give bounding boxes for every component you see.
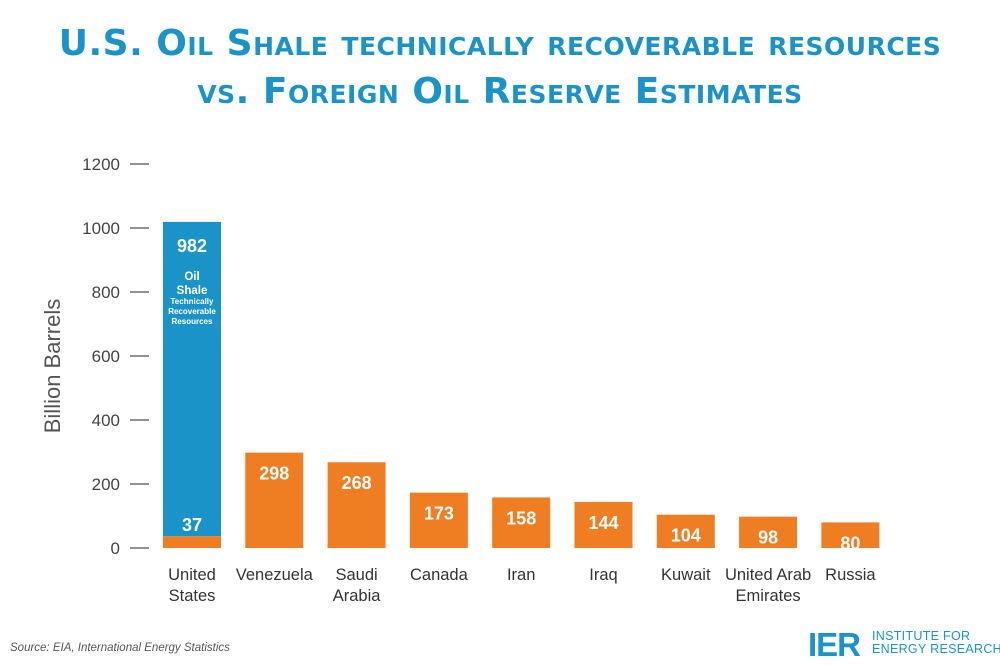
y-axis-label: Billion Barrels [40, 299, 65, 434]
data-label: 37 [182, 515, 202, 535]
x-tick-label: Iran [507, 566, 535, 584]
bar-reserves [492, 497, 551, 548]
data-label: 298 [259, 464, 289, 484]
source-note: Source: EIA, International Energy Statis… [10, 642, 230, 654]
x-tick-label: Saudi [335, 566, 377, 584]
y-tick-label: 600 [92, 347, 120, 366]
bar-annotation-sub: Technically [171, 297, 215, 306]
data-label: 144 [588, 513, 618, 533]
y-tick-label: 1000 [82, 219, 120, 238]
x-tick-label: Venezuela [236, 566, 314, 584]
x-tick-label: Emirates [736, 587, 801, 605]
bar-reserves [327, 462, 386, 548]
ier-logo: IER INSTITUTE FOR ENERGY RESEARCH [808, 626, 1000, 663]
y-tick-label: 400 [92, 411, 120, 430]
bar-reserves [739, 516, 798, 548]
bar-reserves [245, 452, 304, 548]
ier-logo-line-1: INSTITUTE FOR [872, 629, 971, 643]
chart-title-line-1: U.S. Oil Shale technically recoverable r… [58, 23, 942, 64]
ier-logo-text: INSTITUTE FOR ENERGY RESEARCH [872, 630, 1000, 656]
y-tick-label: 200 [92, 475, 120, 494]
data-label: 104 [671, 526, 701, 546]
x-tick-label: Iraq [589, 566, 617, 584]
bar-reserves [574, 501, 633, 548]
data-label: 982 [177, 236, 207, 256]
bar-annotation-sub: Recoverable [168, 307, 216, 316]
x-tick-label: Russia [825, 566, 876, 584]
bar-annotation-main: Oil [184, 271, 199, 283]
x-tick-label: Canada [410, 566, 469, 584]
bar-reserves [409, 492, 468, 548]
bar-oil-shale [163, 221, 221, 537]
ier-logo-mark: IER [808, 626, 861, 663]
y-tick-label: 0 [111, 539, 120, 558]
bar-annotation-sub: Resources [172, 317, 213, 326]
data-label: 268 [342, 473, 372, 493]
ier-logo-line-2: ENERGY RESEARCH [872, 642, 1000, 656]
y-tick-label: 1200 [82, 155, 120, 174]
x-tick-label: Arabia [333, 587, 382, 605]
x-tick-label: United [168, 566, 216, 584]
data-label: 158 [506, 508, 536, 528]
data-label: 173 [424, 504, 454, 524]
chart-title-line-2: vs. Foreign Oil Reserve Estimates [197, 71, 803, 112]
y-tick-label: 800 [92, 283, 120, 302]
data-label: 98 [758, 528, 778, 548]
bar-reserves [821, 522, 880, 548]
x-tick-label: States [169, 587, 216, 605]
x-tick-label: United Arab [725, 566, 811, 584]
bar-reserves [656, 514, 715, 548]
x-tick-label: Kuwait [661, 566, 711, 584]
data-label: 80 [840, 533, 860, 553]
bar-reserves [163, 536, 221, 548]
bar-annotation-main: Shale [177, 285, 208, 297]
